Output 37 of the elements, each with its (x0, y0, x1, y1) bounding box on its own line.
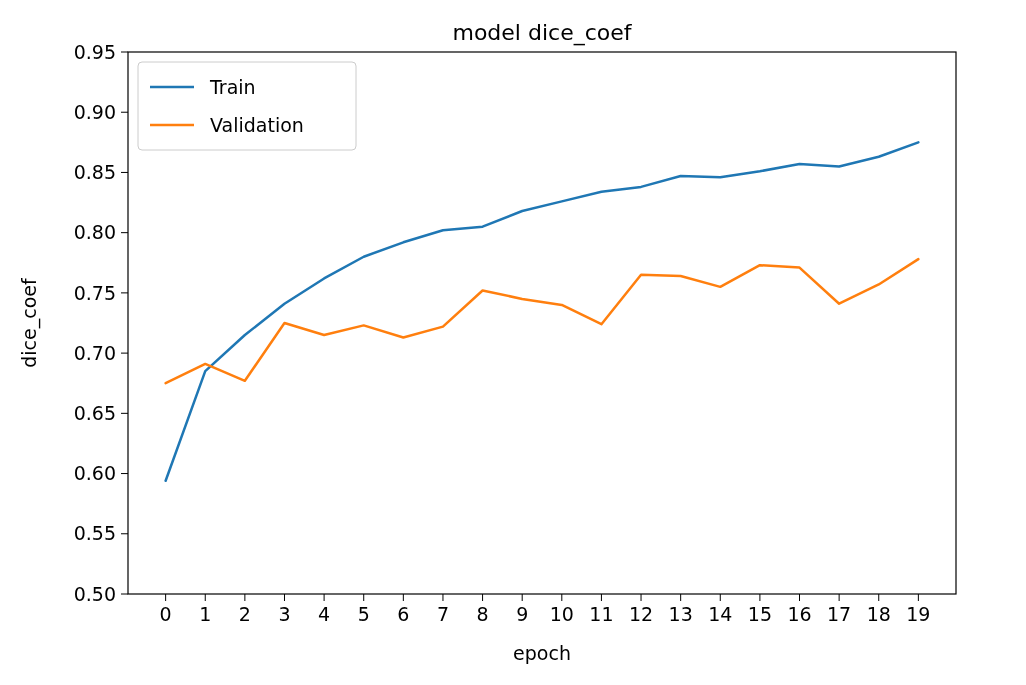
x-axis-title: epoch (513, 642, 571, 664)
x-tick-label: 6 (397, 603, 410, 625)
x-tick-label: 5 (357, 603, 370, 625)
y-tick-label: 0.60 (73, 462, 116, 485)
y-tick-label: 0.55 (73, 522, 116, 545)
legend-label: Train (209, 75, 256, 98)
legend-label: Validation (210, 113, 304, 136)
line-series (164, 257, 920, 385)
line-series (164, 141, 920, 483)
x-tick-label: 15 (747, 603, 772, 625)
y-tick-label: 0.90 (73, 100, 116, 123)
chart-title: model dice_coef (452, 20, 633, 46)
x-tick-label: 10 (549, 603, 574, 625)
y-tick-label: 0.70 (73, 341, 116, 364)
x-tick-label: 14 (708, 603, 733, 625)
x-tick-label: 11 (589, 603, 614, 625)
y-tick-label: 0.50 (73, 582, 116, 605)
x-tick-label: 8 (476, 603, 489, 625)
x-tick-label: 7 (436, 603, 449, 625)
y-tick-label: 0.95 (73, 40, 116, 63)
x-tick-label: 16 (787, 603, 812, 625)
x-tick-label: 3 (278, 603, 291, 625)
y-tick-label: 0.85 (73, 161, 116, 184)
x-tick-label: 19 (906, 603, 931, 625)
x-tick-label: 9 (516, 603, 529, 625)
y-tick-label: 0.65 (73, 401, 116, 424)
y-axis-title: dice_coef (18, 276, 41, 368)
y-tick-label: 0.75 (73, 281, 116, 304)
x-tick-label: 2 (238, 603, 251, 625)
x-tick-label: 1 (199, 603, 212, 625)
x-tick-label: 4 (318, 603, 331, 625)
x-tick-label: 17 (827, 603, 852, 625)
x-tick-label: 13 (668, 603, 693, 625)
x-tick-label: 0 (159, 603, 172, 625)
x-tick-label: 18 (866, 603, 891, 625)
x-tick-label: 12 (628, 603, 654, 625)
y-tick-label: 0.80 (73, 221, 116, 244)
